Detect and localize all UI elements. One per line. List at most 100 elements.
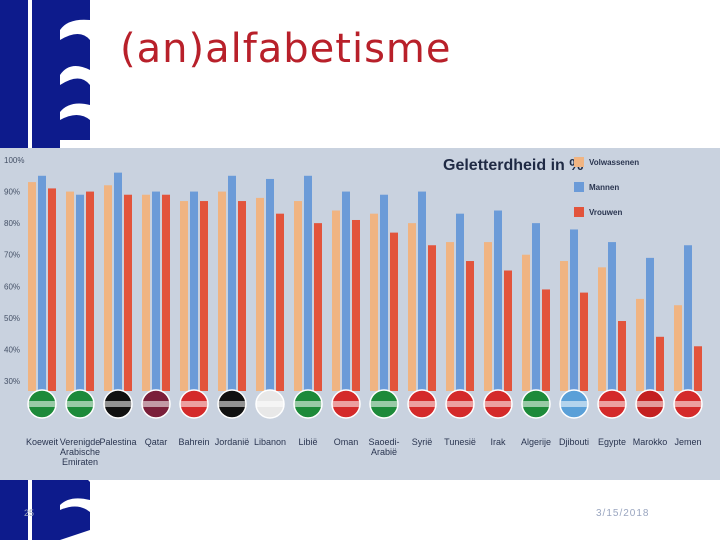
bar-mannen-6 xyxy=(266,178,274,391)
flag-stripe xyxy=(180,401,208,407)
category-label: Bahrein xyxy=(178,437,209,447)
legend-label: Volwassenen xyxy=(589,158,639,167)
bar-volwassenen-11 xyxy=(446,242,454,391)
category-label: Algerije xyxy=(521,437,551,447)
bar-mannen-3 xyxy=(152,191,160,391)
category-label: Palestina xyxy=(99,437,136,447)
bar-mannen-16 xyxy=(646,257,654,391)
y-axis-ticks: 30% 40% 50% 60% 70% 80% 90% 100% xyxy=(4,156,24,386)
bar-volwassenen-12 xyxy=(484,242,492,391)
flag-stripe xyxy=(408,401,436,407)
y-tick-label: 30% xyxy=(4,377,20,386)
category-label: Arabische xyxy=(60,447,100,457)
bar-vrouwen-8 xyxy=(352,219,360,391)
bar-vrouwen-11 xyxy=(466,261,474,391)
category-label: Verenigde xyxy=(60,437,101,447)
legend-label: Mannen xyxy=(589,183,619,192)
slide-date: 3/15/2018 xyxy=(596,508,650,519)
chart-title: Geletterdheid in % xyxy=(443,157,583,174)
bar-vrouwen-6 xyxy=(276,213,284,391)
bar-mannen-2 xyxy=(114,172,122,391)
flag-stripe xyxy=(256,401,284,407)
flag-stripe xyxy=(484,401,512,407)
flag-stripe xyxy=(142,401,170,407)
flag-stripe xyxy=(446,401,474,407)
bar-vrouwen-12 xyxy=(504,270,512,391)
category-label: Irak xyxy=(490,437,506,447)
bar-volwassenen-10 xyxy=(408,223,416,391)
bar-volwassenen-7 xyxy=(294,201,302,391)
y-tick-label: 60% xyxy=(4,282,20,291)
bar-volwassenen-0 xyxy=(28,182,36,391)
category-label: Libanon xyxy=(254,437,286,447)
bar-mannen-13 xyxy=(532,223,540,391)
y-tick-label: 100% xyxy=(4,156,24,165)
bar-volwassenen-6 xyxy=(256,197,264,391)
bar-vrouwen-13 xyxy=(542,289,550,391)
flag-stripe xyxy=(332,401,360,407)
flag-stripe xyxy=(66,401,94,407)
bar-mannen-9 xyxy=(380,194,388,391)
bar-volwassenen-13 xyxy=(522,254,530,391)
flag-stripe xyxy=(294,401,322,407)
bar-vrouwen-9 xyxy=(390,232,398,391)
slide-number: 25 xyxy=(24,508,35,518)
bar-volwassenen-2 xyxy=(104,185,112,391)
bar-mannen-11 xyxy=(456,213,464,391)
bar-volwassenen-8 xyxy=(332,210,340,391)
bar-mannen-14 xyxy=(570,229,578,391)
bar-volwassenen-3 xyxy=(142,194,150,391)
bar-mannen-4 xyxy=(190,191,198,391)
bar-mannen-15 xyxy=(608,242,616,391)
bar-vrouwen-5 xyxy=(238,201,246,391)
category-label: Koeweit xyxy=(26,437,59,447)
bar-vrouwen-14 xyxy=(580,292,588,391)
flag-stripe xyxy=(370,401,398,407)
bar-mannen-7 xyxy=(304,175,312,391)
bar-vrouwen-1 xyxy=(86,191,94,391)
bar-vrouwen-0 xyxy=(48,188,56,391)
bar-vrouwen-17 xyxy=(694,346,702,391)
category-label: Arabië xyxy=(371,447,397,457)
bar-mannen-12 xyxy=(494,210,502,391)
flag-stripe xyxy=(28,401,56,407)
flag-stripe xyxy=(218,401,246,407)
category-labels: Koeweit VerenigdeArabischeEmiratenPalesti… xyxy=(26,437,702,467)
category-label: Saoedi- xyxy=(368,437,399,447)
bar-vrouwen-15 xyxy=(618,321,626,391)
flag-stripe xyxy=(598,401,626,407)
bar-vrouwen-3 xyxy=(162,194,170,391)
category-label: Qatar xyxy=(145,437,168,447)
bar-volwassenen-15 xyxy=(598,267,606,391)
legend-swatch-volwassenen xyxy=(574,157,584,167)
flag-stripe xyxy=(104,401,132,407)
bars xyxy=(28,172,702,391)
flags xyxy=(27,389,703,419)
category-label: Egypte xyxy=(598,437,626,447)
flag-stripe xyxy=(522,401,550,407)
category-label: Jordanië xyxy=(215,437,250,447)
bar-mannen-17 xyxy=(684,245,692,391)
category-label: Jemen xyxy=(674,437,701,447)
bar-vrouwen-7 xyxy=(314,223,322,391)
bar-mannen-1 xyxy=(76,194,84,391)
bar-vrouwen-10 xyxy=(428,245,436,391)
bar-volwassenen-16 xyxy=(636,298,644,391)
y-tick-label: 80% xyxy=(4,219,20,228)
y-tick-label: 70% xyxy=(4,251,20,260)
bar-volwassenen-17 xyxy=(674,305,682,391)
y-tick-label: 40% xyxy=(4,345,20,354)
legend-swatch-mannen xyxy=(574,182,584,192)
slide-title: (an)alfabetisme xyxy=(120,26,452,72)
bar-vrouwen-4 xyxy=(200,201,208,391)
bar-volwassenen-5 xyxy=(218,191,226,391)
bar-mannen-0 xyxy=(38,175,46,391)
y-tick-label: 90% xyxy=(4,188,20,197)
category-label: Tunesië xyxy=(444,437,476,447)
literacy-bar-chart: 30% 40% 50% 60% 70% 80% 90% 100% Koeweit Verenig… xyxy=(0,148,720,480)
legend: Volwassenen Mannen Vrouwen xyxy=(574,157,639,217)
bar-vrouwen-2 xyxy=(124,194,132,391)
category-label: Djibouti xyxy=(559,437,589,447)
bar-volwassenen-9 xyxy=(370,213,378,391)
bar-mannen-8 xyxy=(342,191,350,391)
